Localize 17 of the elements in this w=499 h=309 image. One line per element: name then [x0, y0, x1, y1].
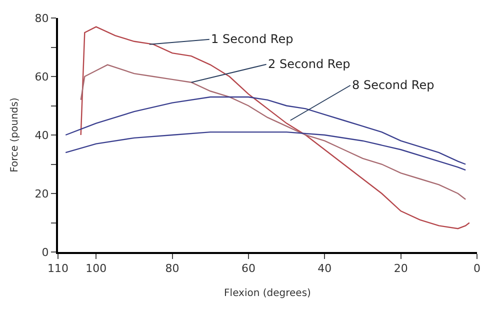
x-tick-label: 80 [165, 262, 180, 276]
annotation: 1 Second Rep [211, 32, 294, 46]
x-tick-label: 110 [48, 262, 68, 276]
x-axis-title: Flexion (degrees) [224, 288, 312, 300]
x-tick-label: 0 [474, 262, 480, 276]
x-tick-label: 60 [241, 262, 256, 276]
y-tick-label: 80 [34, 12, 49, 25]
y-tick-label: 20 [34, 187, 49, 200]
annotation: 2 Second Rep [268, 57, 350, 71]
y-tick-label: 0 [42, 246, 49, 259]
y-tick-label: 40 [34, 128, 49, 142]
x-tick-label: 40 [318, 262, 332, 276]
x-tick-label: 100 [86, 262, 107, 276]
x-tick-label: 20 [394, 262, 408, 276]
y-tick-label: 60 [34, 70, 49, 84]
annotation: 8 Second Rep [352, 78, 434, 92]
y-axis-title: Force (pounds) [9, 98, 20, 172]
